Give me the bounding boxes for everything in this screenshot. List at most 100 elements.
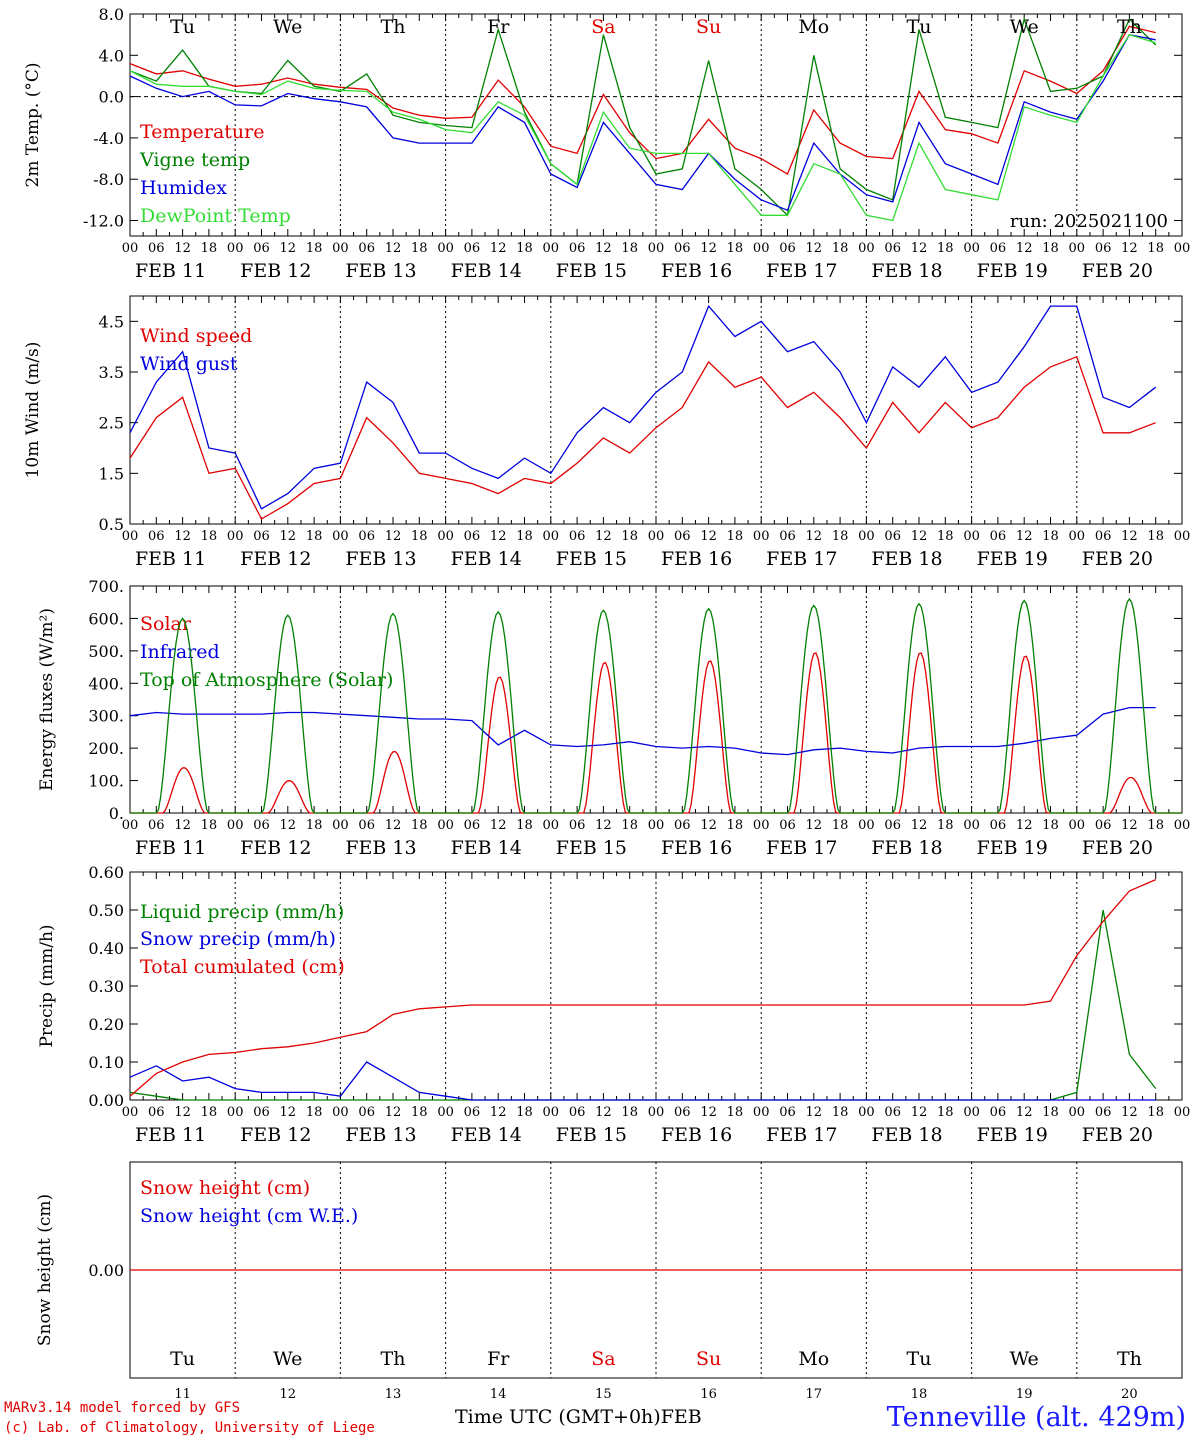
panel-2: 4.5 3.5 2.5 1.5 0.5 10m Wind (m/s) Wind speed W…: [23, 295, 1190, 570]
x-tick-label: 00: [753, 241, 770, 256]
series-line-0: [129, 25, 1156, 175]
day-number: 11: [174, 1387, 191, 1402]
legend-entry: DewPoint Temp: [140, 205, 291, 227]
x-tick-label: 06: [1095, 818, 1112, 833]
legend-entry: Top of Atmosphere (Solar): [140, 669, 393, 691]
x-tick-label: 18: [1147, 1105, 1164, 1120]
y-axis-label: Snow height (cm): [35, 1194, 55, 1346]
y-tick-label: 100.: [88, 772, 124, 791]
x-tick-label: 00: [437, 818, 454, 833]
x-tick-label: 06: [674, 241, 691, 256]
x-tick-label: 00: [858, 1105, 875, 1120]
y-tick-label: 0.50: [88, 901, 124, 920]
x-tick-label: 18: [411, 529, 428, 544]
x-tick-label: 06: [148, 241, 165, 256]
y-tick-label: 1.5: [99, 464, 124, 483]
date-label: FEB 14: [451, 260, 522, 282]
x-tick-label: 06: [464, 529, 481, 544]
x-tick-label: 12: [595, 241, 612, 256]
x-tick-label: 18: [937, 1105, 954, 1120]
x-tick-label: 12: [700, 818, 717, 833]
date-label: FEB 16: [661, 260, 732, 282]
x-tick-label: 00: [1069, 529, 1086, 544]
x-tick-label: 12: [806, 529, 823, 544]
x-tick-label: 06: [779, 1105, 796, 1120]
x-tick-label: 12: [1121, 529, 1138, 544]
x-tick-label: 00: [227, 1105, 244, 1120]
weekday-label: Sa: [591, 1348, 615, 1370]
date-label: FEB 16: [661, 1124, 732, 1146]
date-label: FEB 20: [1082, 260, 1153, 282]
legend-entry: Wind gust: [140, 353, 238, 375]
x-tick-label: 18: [306, 1105, 323, 1120]
x-tick-label: 06: [464, 241, 481, 256]
x-tick-label: 00: [858, 818, 875, 833]
y-tick-label: 0.10: [88, 1053, 124, 1072]
x-tick-label: 06: [569, 818, 586, 833]
x-tick-label: 06: [358, 241, 375, 256]
date-label: FEB 20: [1082, 548, 1153, 570]
x-tick-label: 00: [963, 818, 980, 833]
date-label: FEB 16: [661, 837, 732, 859]
y-tick-label: 0.40: [88, 939, 124, 958]
x-tick-label: 18: [727, 529, 744, 544]
x-tick-label: 12: [1016, 818, 1033, 833]
x-tick-label: 00: [543, 818, 560, 833]
x-tick-label: 18: [1042, 1105, 1059, 1120]
x-tick-label: 00: [543, 1105, 560, 1120]
x-tick-label: 18: [411, 818, 428, 833]
y-tick-label: 0.00: [88, 1261, 124, 1280]
y-tick-label: 700.: [88, 577, 124, 596]
x-tick-label: 06: [674, 818, 691, 833]
x-tick-label: 12: [700, 241, 717, 256]
weekday-label: Sa: [591, 16, 615, 38]
series-line-1: [129, 1061, 1156, 1101]
day-number: 15: [595, 1387, 612, 1402]
x-tick-label: 18: [1147, 529, 1164, 544]
weekday-label: Th: [381, 16, 406, 38]
y-tick-label: 3.5: [99, 363, 124, 382]
day-number: 17: [806, 1387, 823, 1402]
x-tick-label: 06: [253, 818, 270, 833]
x-tick-label: 00: [332, 1105, 349, 1120]
weekday-label: Mo: [798, 16, 829, 38]
y-tick-label: -4.0: [93, 129, 124, 148]
x-tick-label: 18: [727, 241, 744, 256]
date-label: FEB 12: [240, 260, 311, 282]
x-tick-label: 00: [543, 529, 560, 544]
legend-entry: Solar: [140, 613, 192, 635]
x-tick-label: 06: [358, 529, 375, 544]
x-tick-label: 06: [990, 529, 1007, 544]
date-label: FEB 13: [345, 1124, 416, 1146]
date-label: FEB 18: [871, 1124, 942, 1146]
x-tick-label: 18: [1147, 241, 1164, 256]
legend-entry: Total cumulated (cm): [140, 956, 345, 978]
x-tick-label: 06: [569, 529, 586, 544]
x-tick-label: 00: [648, 1105, 665, 1120]
x-tick-label: 00: [963, 241, 980, 256]
x-tick-label: 06: [358, 818, 375, 833]
x-tick-label: 18: [201, 818, 218, 833]
weekday-label: Fr: [487, 1348, 510, 1370]
weekday-label: We: [1010, 1348, 1039, 1370]
day-number: 16: [700, 1387, 717, 1402]
x-tick-label: 00: [227, 529, 244, 544]
x-tick-label: 12: [595, 818, 612, 833]
x-tick-label: 18: [201, 241, 218, 256]
panel-4: 0.60 0.50 0.40 0.30 0.20 0.10 0.00 Precip (mm/h…: [37, 863, 1190, 1146]
x-tick-label: 18: [621, 529, 638, 544]
date-label: FEB 19: [977, 548, 1048, 570]
x-tick-label: 00: [122, 818, 139, 833]
date-label: FEB 13: [345, 837, 416, 859]
date-label: FEB 15: [556, 837, 627, 859]
x-tick-label: 12: [280, 1105, 297, 1120]
y-tick-label: 0.00: [88, 1091, 124, 1110]
x-tick-label: 00: [753, 529, 770, 544]
x-tick-label: 06: [148, 818, 165, 833]
series-line-1: [129, 706, 1156, 756]
x-tick-label: 06: [253, 241, 270, 256]
x-tick-label: 18: [306, 818, 323, 833]
x-tick-label: 00: [963, 529, 980, 544]
legend-entry: Vigne temp: [139, 149, 250, 171]
x-tick-label: 18: [411, 241, 428, 256]
